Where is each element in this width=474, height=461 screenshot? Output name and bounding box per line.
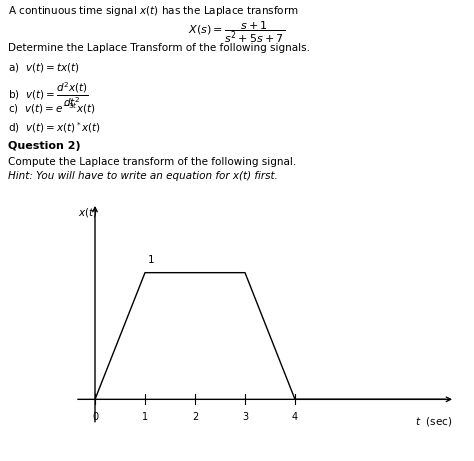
Text: $t$  (sec): $t$ (sec) xyxy=(415,414,453,427)
Text: 2: 2 xyxy=(192,412,198,422)
Text: 4: 4 xyxy=(292,412,298,422)
Text: 0: 0 xyxy=(92,412,98,422)
Text: d)  $v(t) = x(t)^*x(t)$: d) $v(t) = x(t)^*x(t)$ xyxy=(8,120,101,135)
Text: c)  $v(t) = e^{-3t}x(t)$: c) $v(t) = e^{-3t}x(t)$ xyxy=(8,101,95,116)
Text: 3: 3 xyxy=(242,412,248,422)
Text: 1: 1 xyxy=(147,255,154,265)
Text: A continuous time signal $x(t)$ has the Laplace transform: A continuous time signal $x(t)$ has the … xyxy=(8,4,299,18)
Text: Determine the Laplace Transform of the following signals.: Determine the Laplace Transform of the f… xyxy=(8,43,310,53)
Text: Compute the Laplace transform of the following signal.: Compute the Laplace transform of the fol… xyxy=(8,157,296,167)
Text: $x(t)$: $x(t)$ xyxy=(78,206,97,219)
Text: a)  $v(t) = tx(t)$: a) $v(t) = tx(t)$ xyxy=(8,61,80,74)
Text: Hint: You will have to write an equation for x(t) first.: Hint: You will have to write an equation… xyxy=(8,171,278,181)
Text: 1: 1 xyxy=(142,412,148,422)
Text: Question 2): Question 2) xyxy=(8,141,81,151)
Text: $X(s) = \dfrac{s+1}{s^2+5s+7}$: $X(s) = \dfrac{s+1}{s^2+5s+7}$ xyxy=(189,20,285,45)
Text: b)  $v(t) = \dfrac{d^2x(t)}{dt^2}$: b) $v(t) = \dfrac{d^2x(t)}{dt^2}$ xyxy=(8,80,89,109)
